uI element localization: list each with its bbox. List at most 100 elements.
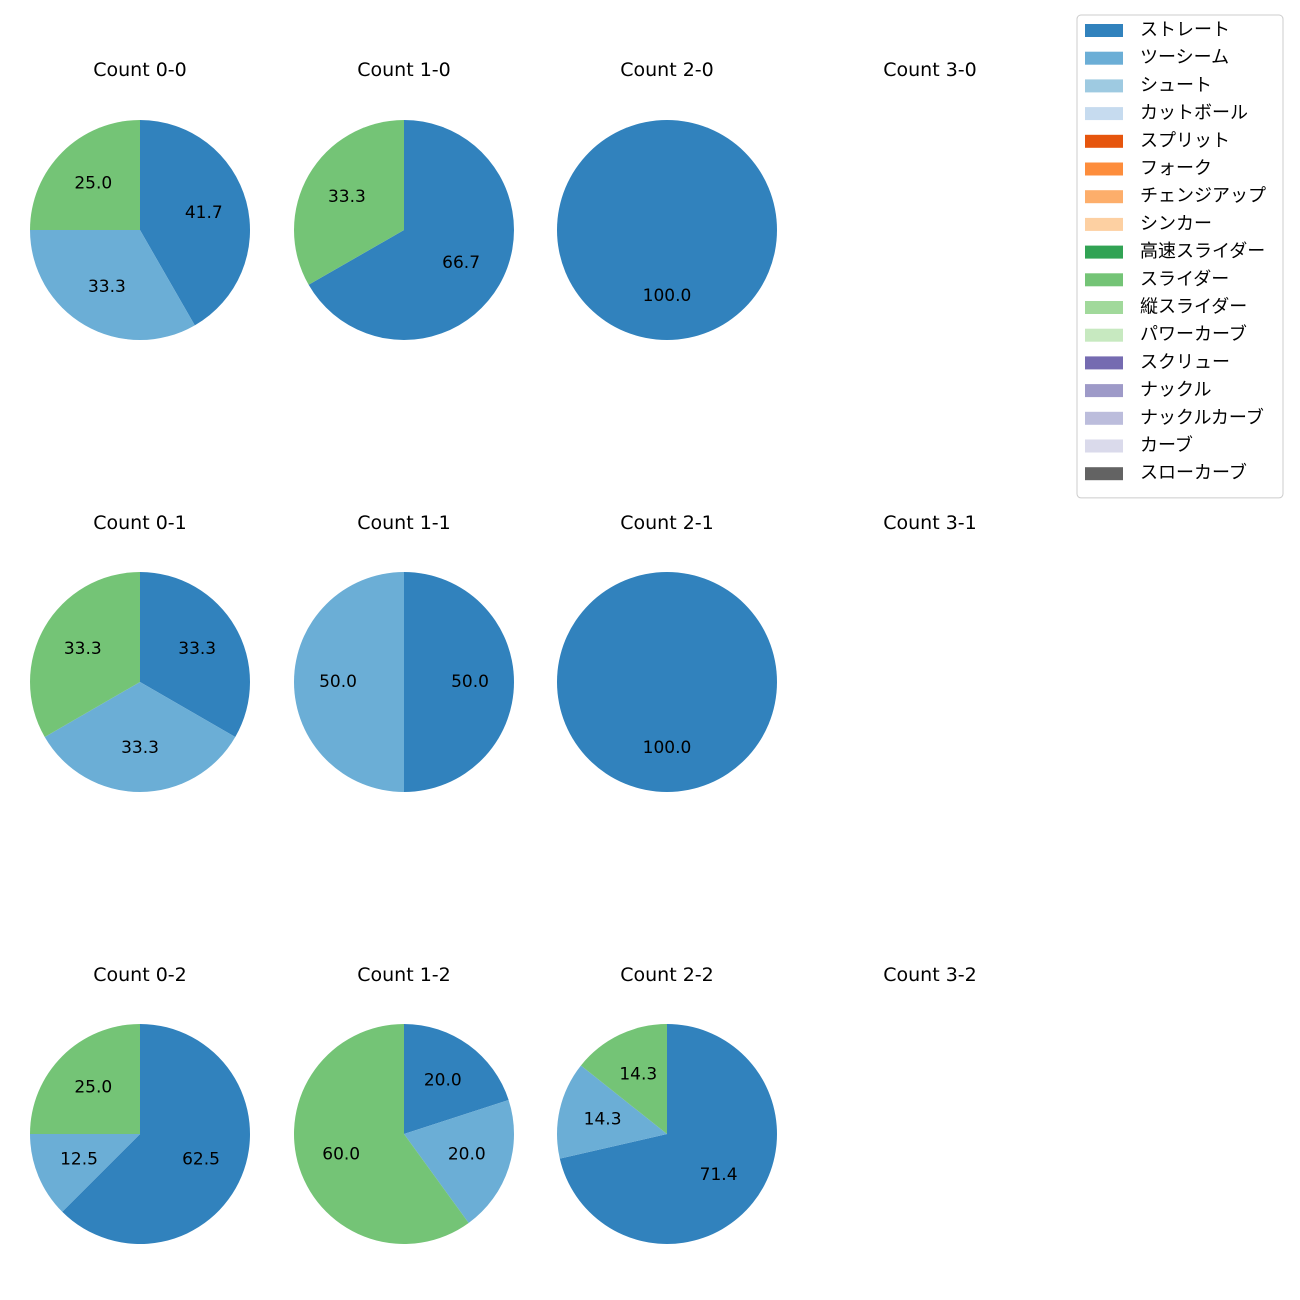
legend-label: ツーシーム: [1140, 47, 1229, 68]
pie-title: Count 0-0: [93, 59, 187, 81]
pie-title: Count 2-2: [620, 964, 714, 986]
legend-swatch: [1085, 356, 1123, 370]
pie-slice: [30, 1024, 140, 1134]
pie-title: Count 3-2: [883, 964, 977, 986]
pie-chart: Count 1-2 20.0 20.0 60.0: [294, 964, 515, 1244]
pie-slice-label: 50.0: [319, 672, 357, 692]
pie-chart: Count 0-0 41.7 33.3 25.0: [30, 59, 251, 341]
pie-slice: [30, 120, 140, 230]
pie-slice-label: 60.0: [322, 1144, 360, 1164]
pie-title: Count 0-2: [93, 964, 187, 986]
legend-swatch: [1085, 467, 1123, 481]
pie-slice-label: 33.3: [64, 639, 102, 659]
pie-slice: [404, 572, 514, 792]
pie-title: Count 0-1: [93, 512, 187, 534]
pie-slice: [559, 1024, 777, 1244]
pie-chart: Count 0-1 33.3 33.3 33.3: [30, 512, 250, 792]
legend-label: 高速スライダー: [1140, 241, 1265, 262]
legend-label: スプリット: [1140, 130, 1230, 151]
legend-frame: [1076, 14, 1284, 499]
pie-chart: Count 2-2 71.4 14.3 14.3: [556, 964, 777, 1244]
pie-title: Count 2-0: [620, 59, 714, 81]
legend-swatch: [1085, 51, 1123, 65]
legend-swatch: [1085, 134, 1123, 148]
legend-swatch: [1085, 439, 1123, 453]
pie-slice-label: 12.5: [60, 1149, 98, 1169]
legend-label: スライダー: [1140, 269, 1229, 290]
pie-slice-label: 71.4: [700, 1165, 738, 1185]
pie-slice: [293, 120, 404, 285]
pie-slice-label: 33.3: [121, 738, 159, 758]
legend-swatch: [1085, 245, 1123, 259]
legend-swatch: [1085, 107, 1123, 121]
legend-label: パワーカーブ: [1140, 323, 1247, 345]
pie-slice-label: 66.7: [442, 253, 480, 273]
pie-slice: [557, 572, 777, 792]
legend-label: ナックル: [1140, 380, 1211, 401]
pie-title: Count 3-1: [883, 512, 977, 534]
pie-title: Count 3-0: [883, 59, 977, 81]
pie-slice: [308, 120, 514, 340]
pie-title: Count 1-0: [357, 59, 451, 81]
pie-chart: Count 0-2 62.5 12.5 25.0: [30, 964, 251, 1244]
legend-label: カーブ: [1140, 434, 1193, 456]
pie-slice-label: 14.3: [619, 1065, 657, 1085]
legend-swatch: [1085, 24, 1123, 37]
pie-slice-label: 20.0: [448, 1144, 486, 1164]
legend-swatch: [1085, 384, 1123, 398]
legend-swatch: [1085, 301, 1123, 314]
pie-slice-label: 50.0: [451, 672, 489, 692]
legend-swatch: [1085, 328, 1123, 342]
pie-slice: [580, 1024, 667, 1134]
legend-label: ストレート: [1140, 20, 1230, 41]
legend-swatch: [1085, 217, 1123, 231]
pie-chart: Count 2-1 100.0: [557, 512, 777, 792]
pie-slice-label: 25.0: [74, 1077, 112, 1097]
pie-chart: Count 3-2: [883, 964, 977, 986]
pie-slice: [294, 572, 404, 792]
pie-slice: [44, 682, 236, 792]
pie-chart: Count 2-0 100.0: [557, 59, 777, 340]
legend-swatch: [1085, 162, 1123, 176]
legend-swatch: [1085, 411, 1123, 425]
pie-slice-label: 20.0: [424, 1071, 462, 1091]
legend-label: ナックルカーブ: [1140, 406, 1264, 428]
pie-slice-label: 14.3: [584, 1109, 622, 1129]
legend-label: チェンジアップ: [1140, 186, 1266, 207]
pie-slice-label: 25.0: [74, 173, 112, 193]
pie-slice: [404, 1100, 515, 1223]
pie-slice: [556, 1065, 667, 1159]
legend-label: シュート: [1140, 75, 1212, 96]
pie-chart: Count 1-1 50.0 50.0: [294, 512, 514, 792]
legend-swatch: [1085, 273, 1123, 287]
pie-slice-label: 100.0: [643, 738, 692, 758]
pie-slice-label: 33.3: [88, 277, 126, 297]
pie-slice-label: 62.5: [182, 1149, 220, 1169]
legend: ストレートツーシームシュートカットボールスプリットフォークチェンジアップシンカー…: [1076, 14, 1284, 499]
pie-slice: [140, 120, 251, 326]
pie-chart: Count 3-1: [883, 512, 977, 534]
pie-chart: Count 3-0: [883, 59, 977, 81]
pie-slice: [30, 230, 195, 341]
legend-label: スローカーブ: [1140, 462, 1247, 484]
legend-swatch: [1085, 79, 1123, 93]
legend-label: シンカー: [1140, 213, 1212, 234]
pie-slice-label: 100.0: [643, 286, 692, 306]
legend-label: 縦スライダー: [1140, 297, 1247, 318]
pie-slice: [140, 572, 250, 737]
pie-slice: [404, 1024, 509, 1134]
legend-label: スクリュー: [1140, 352, 1230, 373]
pie-chart: Count 1-0 66.7 33.3: [293, 59, 514, 340]
pie-title: Count 2-1: [620, 512, 714, 534]
pie-slice-label: 33.3: [328, 187, 366, 207]
pie-slice: [30, 1134, 140, 1212]
pie-slice: [62, 1024, 251, 1244]
pie-slice: [294, 1024, 469, 1244]
pie-slice: [30, 572, 141, 737]
legend-label: フォーク: [1140, 158, 1212, 179]
pie-title: Count 1-2: [357, 964, 451, 986]
pie-slice-label: 41.7: [185, 203, 223, 223]
pie-title: Count 1-1: [357, 512, 451, 534]
